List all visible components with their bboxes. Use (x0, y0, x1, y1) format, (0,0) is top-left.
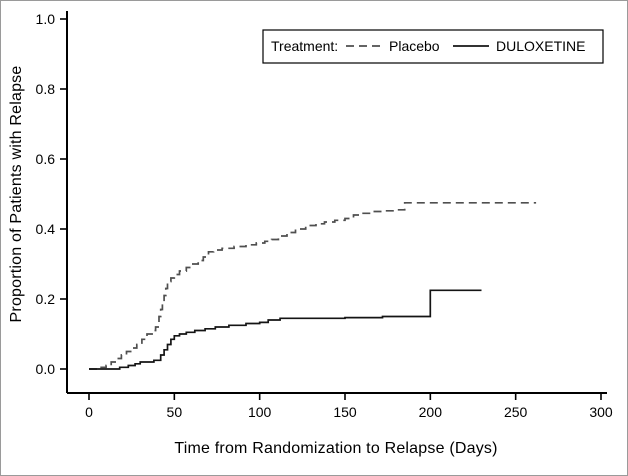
x-tick-label: 0 (85, 404, 93, 420)
y-tick-label: 0.0 (36, 361, 56, 377)
legend-title: Treatment: (271, 38, 338, 54)
legend-label-duloxetine: DULOXETINE (496, 38, 585, 54)
series-curve-placebo (89, 201, 537, 370)
x-tick-label: 100 (248, 404, 272, 420)
legend-label-placebo: Placebo (389, 38, 440, 54)
y-axis-title: Proportion of Patients with Relapse (8, 66, 25, 323)
x-tick-label: 50 (167, 404, 183, 420)
series-curves (89, 201, 537, 370)
y-tick-label: 0.4 (36, 221, 56, 237)
y-tick-label: 1.0 (36, 11, 56, 27)
y-tick-label: 0.2 (36, 291, 56, 307)
axes: 0 50 100 150 200 250 300 0.0 0.2 0.4 0.6 0.8 1.0 (36, 11, 613, 420)
y-tick-label: 0.8 (36, 81, 56, 97)
y-tick-label: 0.6 (36, 151, 56, 167)
x-tick-label: 300 (589, 404, 613, 420)
x-tick-label: 200 (419, 404, 443, 420)
legend-box (262, 29, 604, 64)
series-curve-duloxetine (89, 289, 482, 370)
x-tick-label: 250 (504, 404, 528, 420)
x-axis-title: Time from Randomization to Relapse (Days… (174, 440, 497, 457)
legend: Treatment: Placebo DULOXETINE (262, 29, 604, 64)
x-tick-label: 150 (333, 404, 357, 420)
